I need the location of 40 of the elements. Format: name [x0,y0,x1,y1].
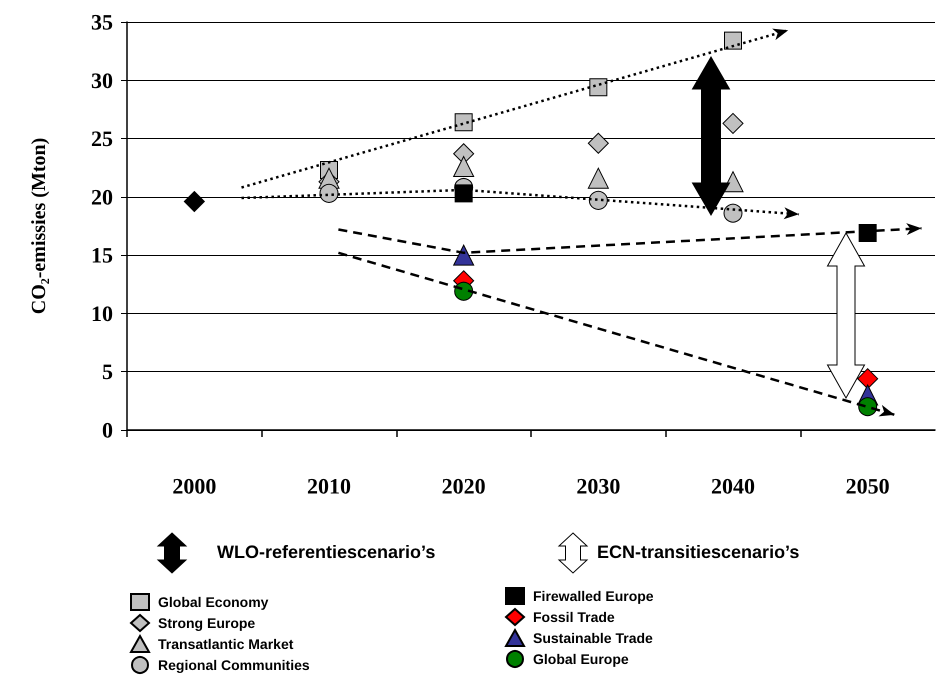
y-axis-title: CO₂-emissies (Mton) [28,138,50,314]
legend-label: Transatlantic Market [158,636,294,652]
y-tick-label: 10 [91,300,113,326]
x-tick-label: 2040 [711,474,755,498]
point [454,113,473,132]
y-tick-label: 15 [91,242,113,268]
point [588,132,609,154]
point [320,184,338,203]
legend-label: Fossil Trade [533,609,615,625]
x-tick-label: 2010 [307,474,351,498]
y-tick-label: 30 [91,68,113,93]
x-tick-label: 2020 [442,474,486,498]
legend-label: Global Economy [158,594,269,610]
x-tick-label: 2000 [172,474,216,498]
point [724,32,742,50]
y-tick-label: 5 [102,359,113,384]
point [589,78,608,96]
text: WLO-referentiescenario’s [217,542,436,562]
point [453,244,474,266]
y-tick-label: 0 [102,418,113,442]
point [588,190,608,210]
y-tick-label: 20 [91,184,113,210]
legend-label: Firewalled Europe [533,588,654,604]
point [858,224,877,242]
legend-label: Sustainable Trade [533,630,654,646]
y-tick-label: 25 [91,126,113,152]
x-tick-label: 2050 [846,474,890,498]
legend-label: Strong Europe [158,615,256,631]
text: ECN-transitiescenario’s [597,542,800,562]
y-tick-label: 35 [91,10,113,34]
point [857,368,878,390]
legend-label: Global Europe [533,651,629,667]
point [724,204,742,223]
point [588,168,609,189]
point [454,184,473,202]
x-tick-label: 2030 [576,474,620,498]
legend-label: Regional Communities [158,657,310,673]
point [453,156,474,178]
point [184,191,205,212]
point [722,112,744,134]
